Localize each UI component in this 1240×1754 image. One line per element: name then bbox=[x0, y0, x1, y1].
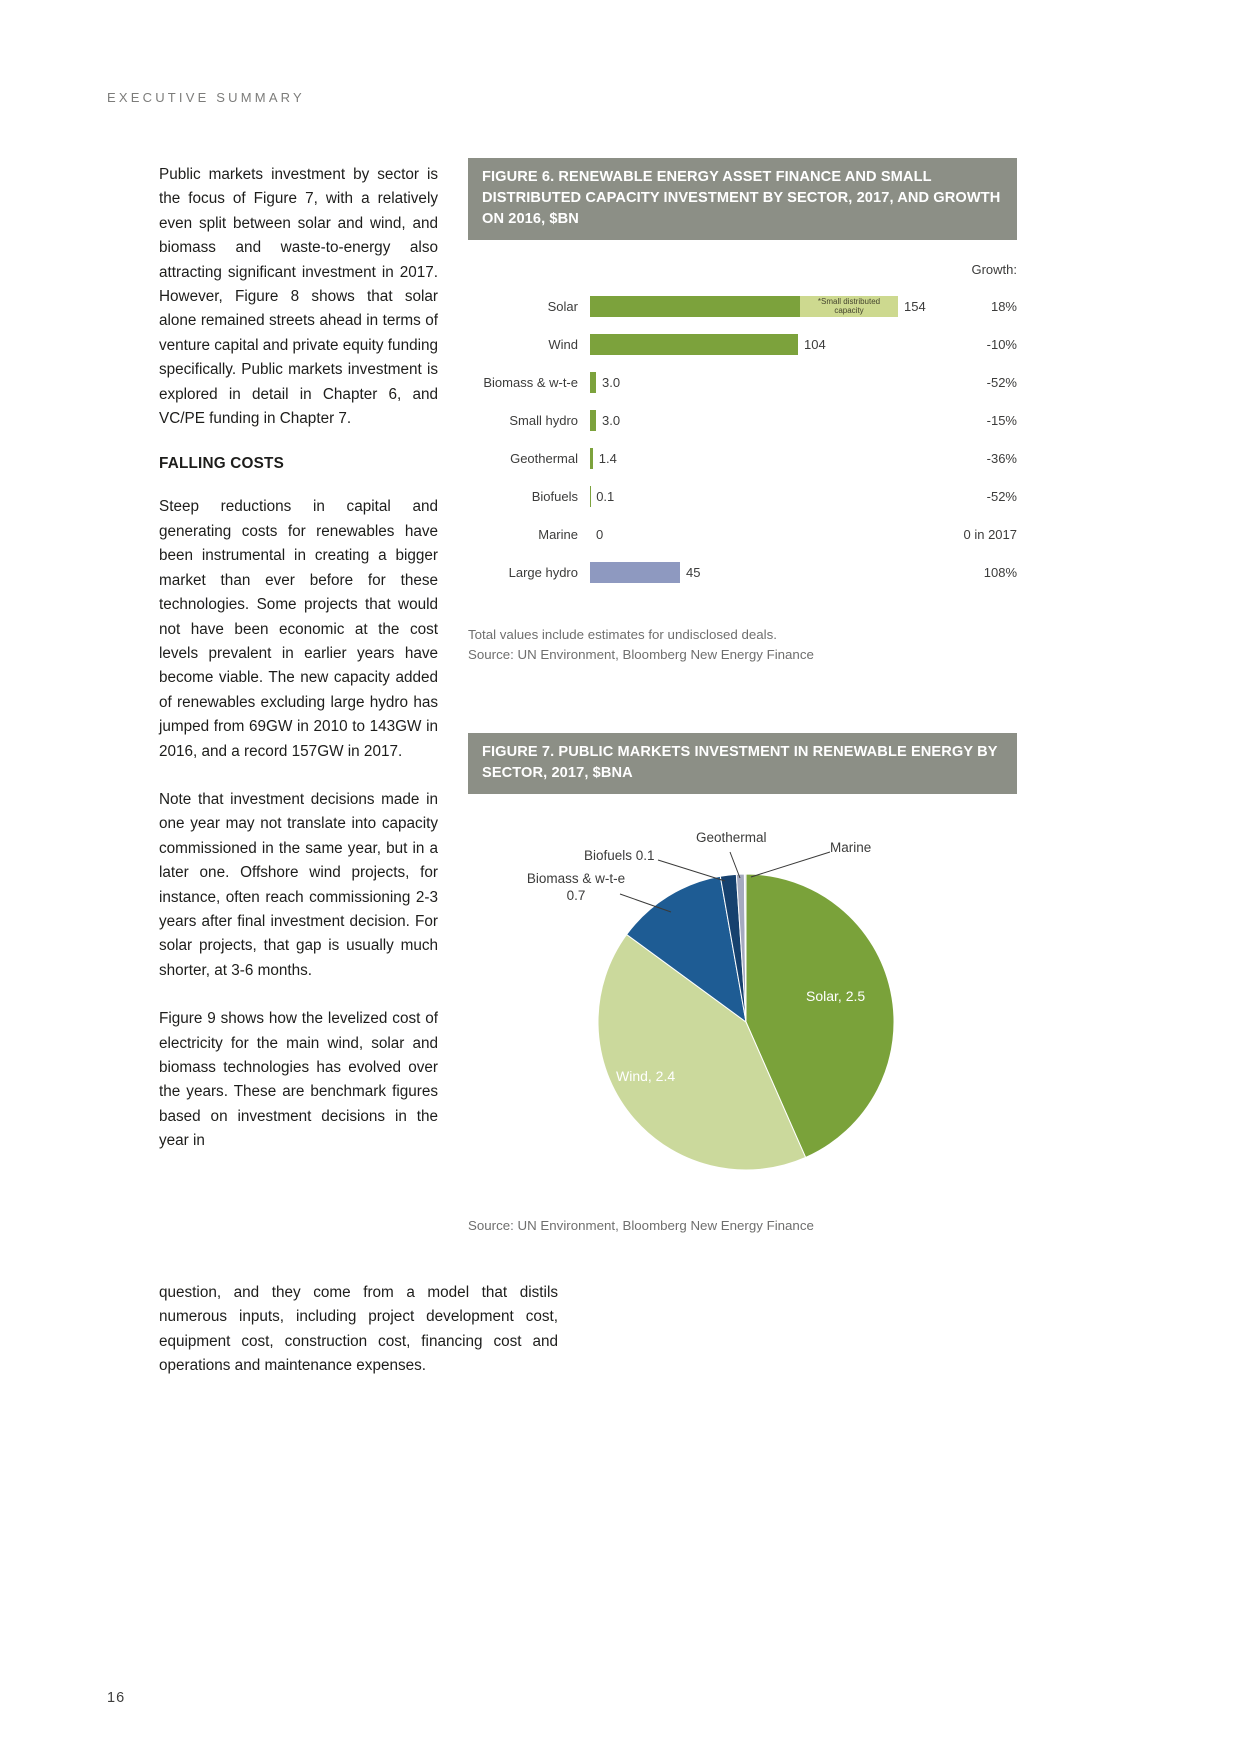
pie-label-geothermal: Geothermal bbox=[696, 830, 767, 845]
bar-biomass-w-t-e bbox=[590, 371, 596, 393]
bar-zone: *Small distributed capacity 154 bbox=[590, 294, 942, 318]
bar-category-label: Biofuels bbox=[531, 488, 578, 504]
figure-6-note: Total values include estimates for undis… bbox=[468, 627, 777, 642]
paragraph-figure9-intro: Figure 9 shows how the levelized cost of… bbox=[159, 1010, 438, 1150]
figure-7-title: FIGURE 7. PUBLIC MARKETS INVESTMENT IN R… bbox=[468, 733, 1017, 794]
figure-7-pie-chart: Geothermal Marine Biofuels 0.1 Biomass &… bbox=[468, 800, 1017, 1190]
bar-zone: 45 bbox=[590, 560, 942, 584]
bar-value-label: 45 bbox=[686, 564, 701, 580]
bar-row-marine: Marine 0 0 in 2017 bbox=[468, 515, 1017, 553]
figure-7-source: Source: UN Environment, Bloomberg New En… bbox=[468, 1218, 814, 1233]
bar-value-label: 3.0 bbox=[602, 412, 621, 428]
bar-geothermal bbox=[590, 447, 593, 469]
bar-category-label: Solar bbox=[547, 298, 578, 314]
pie-svg bbox=[597, 851, 895, 1171]
bar-value-label: 3.0 bbox=[602, 374, 621, 390]
pie-label-solar: Solar, 2.5 bbox=[806, 988, 866, 1004]
figure-7: FIGURE 7. PUBLIC MARKETS INVESTMENT IN R… bbox=[468, 733, 1017, 1236]
marine-callout-line bbox=[750, 851, 831, 878]
paragraph-investment-decisions: Note that investment decisions made in o… bbox=[159, 790, 438, 979]
bar-value-label: 154 bbox=[904, 298, 926, 314]
bar-row-small-hydro: Small hydro 3.0 -15% bbox=[468, 401, 1017, 439]
bar-wind bbox=[590, 333, 798, 355]
bar-large-hydro bbox=[590, 561, 680, 583]
small-distributed-capacity-label: *Small distributed capacity bbox=[817, 297, 881, 315]
paragraph-public-markets: Public markets investment by sector is t… bbox=[159, 166, 438, 428]
paragraph-falling-costs: Steep reductions in capital and generati… bbox=[159, 498, 438, 760]
bar-zone: 1.4 bbox=[590, 446, 942, 470]
bar-growth-label: -52% bbox=[986, 374, 1017, 390]
bar-row-geothermal: Geothermal 1.4 -36% bbox=[468, 439, 1017, 477]
pie-label-biomass: Biomass & w-t-e 0.7 bbox=[518, 870, 634, 904]
figure-6-bar-chart: Growth: Solar *Small distributed capacity… bbox=[468, 262, 1017, 591]
bar-category-label: Marine bbox=[538, 526, 578, 542]
pie-slice-solar bbox=[745, 873, 895, 1159]
bar-growth-label: -52% bbox=[986, 488, 1017, 504]
solar-asset-finance-bar bbox=[590, 295, 800, 317]
pie-label-marine: Marine bbox=[830, 840, 872, 855]
bar-rows: Solar *Small distributed capacity 154 18% Wi… bbox=[468, 287, 1017, 591]
geothermal-callout-line bbox=[729, 851, 741, 879]
figure-6: FIGURE 6. RENEWABLE ENERGY ASSET FINANCE… bbox=[468, 158, 1017, 665]
bar-category-label: Geothermal bbox=[510, 450, 578, 466]
bar-zone: 3.0 bbox=[590, 408, 942, 432]
solar-small-distributed-bar: *Small distributed capacity bbox=[800, 295, 898, 317]
section-header: EXECUTIVE SUMMARY bbox=[107, 90, 305, 105]
bar-value-label: 0 bbox=[596, 526, 604, 542]
paragraph-figure9-continued: question, and they come from a model tha… bbox=[159, 1284, 558, 1375]
falling-costs-heading: FALLING COSTS bbox=[159, 455, 284, 473]
bar-growth-label: -10% bbox=[986, 336, 1017, 352]
page-number: 16 bbox=[107, 1690, 126, 1706]
bar-row-biomass-w-t-e: Biomass & w-t-e 3.0 -52% bbox=[468, 363, 1017, 401]
bar-small-hydro bbox=[590, 409, 596, 431]
pie-label-biofuels: Biofuels 0.1 bbox=[584, 848, 655, 863]
bar-row-wind: Wind 104 -10% bbox=[468, 325, 1017, 363]
pie-slice-marine bbox=[743, 873, 747, 1023]
pie-label-biomass-name: Biomass & w-t-e bbox=[526, 871, 626, 886]
pie-label-wind: Wind, 2.4 bbox=[616, 1068, 676, 1084]
bar-growth-label: 108% bbox=[983, 564, 1017, 580]
pie-slice-wind bbox=[597, 933, 807, 1171]
growth-column-header: Growth: bbox=[971, 262, 1017, 277]
bar-category-label: Large hydro bbox=[508, 564, 578, 580]
bar-value-label: 0.1 bbox=[596, 488, 615, 504]
bar-value-label: 104 bbox=[804, 336, 826, 352]
bar-growth-label: 18% bbox=[990, 298, 1017, 314]
biomass-callout-line bbox=[619, 893, 672, 913]
figure-6-source: Source: UN Environment, Bloomberg New En… bbox=[468, 647, 814, 662]
bar-row-biofuels: Biofuels 0.1 -52% bbox=[468, 477, 1017, 515]
bar-growth-label: -15% bbox=[986, 412, 1017, 428]
bar-zone: 0.1 bbox=[590, 484, 942, 508]
figure-6-title: FIGURE 6. RENEWABLE ENERGY ASSET FINANCE… bbox=[468, 158, 1017, 240]
bar-growth-label: -36% bbox=[986, 450, 1017, 466]
bar-row-solar: Solar *Small distributed capacity 154 18% bbox=[468, 287, 1017, 325]
bar-category-label: Small hydro bbox=[509, 412, 578, 428]
bar-growth-label: 0 in 2017 bbox=[963, 526, 1018, 542]
bar-row-large-hydro: Large hydro 45 108% bbox=[468, 553, 1017, 591]
bar-category-label: Biomass & w-t-e bbox=[483, 374, 578, 390]
bar-category-label: Wind bbox=[548, 336, 578, 352]
pie-label-biomass-value: 0.7 bbox=[566, 888, 586, 903]
bar-zone: 3.0 bbox=[590, 370, 942, 394]
bar-zone: 0 bbox=[590, 522, 942, 546]
bar-value-label: 1.4 bbox=[598, 450, 617, 466]
bar-zone: 104 bbox=[590, 332, 942, 356]
biofuels-callout-line bbox=[657, 859, 726, 882]
body-text-column: Public markets investment by sector is t… bbox=[159, 163, 438, 1178]
